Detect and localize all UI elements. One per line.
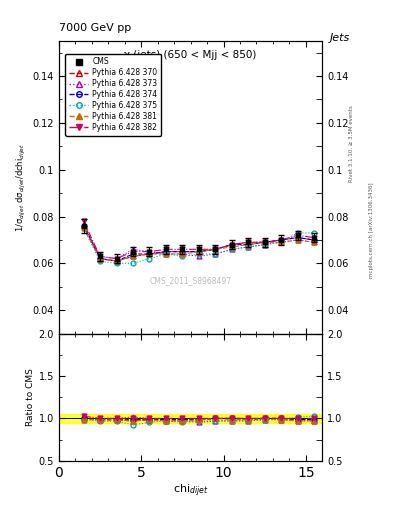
Bar: [59, 414, 322, 422]
Legend: CMS, Pythia 6.428 370, Pythia 6.428 373, Pythia 6.428 374, Pythia 6.428 375, Pyt: CMS, Pythia 6.428 370, Pythia 6.428 373,…: [65, 54, 161, 136]
Text: CMS_2011_S8968497: CMS_2011_S8968497: [150, 276, 231, 285]
Text: 7000 GeV pp: 7000 GeV pp: [59, 23, 131, 33]
X-axis label: chi$_{dijet}$: chi$_{dijet}$: [173, 482, 208, 499]
Text: Jets: Jets: [330, 33, 351, 44]
Y-axis label: Ratio to CMS: Ratio to CMS: [26, 368, 35, 426]
Y-axis label: 1/σ$_{dijet}$ dσ$_{dijet}$/dchi$_{dijet}$: 1/σ$_{dijet}$ dσ$_{dijet}$/dchi$_{dijet}…: [15, 143, 28, 231]
Text: mcplots.cern.ch [arXiv:1306.3436]: mcplots.cern.ch [arXiv:1306.3436]: [369, 183, 374, 278]
Text: χ (jets) (650 < Mjj < 850): χ (jets) (650 < Mjj < 850): [125, 50, 257, 60]
Text: Rivet 3.1.10, ≥ 3.5M events: Rivet 3.1.10, ≥ 3.5M events: [349, 105, 354, 182]
